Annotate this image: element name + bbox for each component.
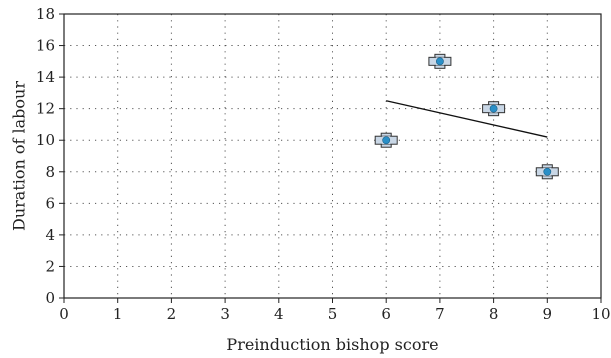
y-tick-label: 14	[36, 68, 55, 86]
y-tick-label: 18	[36, 5, 55, 23]
x-tick-label: 1	[113, 305, 123, 323]
axes	[59, 13, 602, 303]
y-tick-label: 4	[45, 226, 55, 244]
trendline-group	[386, 100, 548, 138]
data-point	[428, 53, 452, 69]
x-tick-label: 0	[59, 305, 69, 323]
marker-dot	[543, 167, 552, 176]
grid-lines	[64, 14, 601, 298]
x-tick-label: 2	[167, 305, 177, 323]
data-points	[374, 53, 559, 180]
x-tick-label: 3	[220, 305, 230, 323]
y-tick-label: 8	[45, 163, 55, 181]
data-point	[374, 132, 398, 148]
data-point	[535, 164, 559, 180]
x-tick-label: 10	[591, 305, 610, 323]
y-axis-title: Duration of labour	[10, 81, 29, 231]
y-tick-label: 0	[45, 289, 55, 307]
y-tick-label: 2	[45, 257, 55, 275]
x-tick-label: 6	[381, 305, 391, 323]
x-tick-label: 8	[489, 305, 499, 323]
marker-dot	[382, 136, 391, 145]
y-tick-label: 16	[36, 37, 55, 55]
data-point	[482, 101, 506, 117]
marker-dot	[489, 104, 498, 113]
x-tick-label: 5	[328, 305, 338, 323]
x-tick-label: 7	[435, 305, 445, 323]
x-axis-title: Preinduction bishop score	[226, 335, 438, 354]
x-tick-label: 9	[543, 305, 553, 323]
y-tick-label: 12	[36, 100, 55, 118]
y-tick-label: 6	[45, 194, 55, 212]
y-tick-label: 10	[36, 131, 55, 149]
marker-dot	[435, 57, 444, 66]
plot-frame	[63, 13, 602, 299]
trendline	[386, 100, 548, 138]
x-tick-label: 4	[274, 305, 284, 323]
